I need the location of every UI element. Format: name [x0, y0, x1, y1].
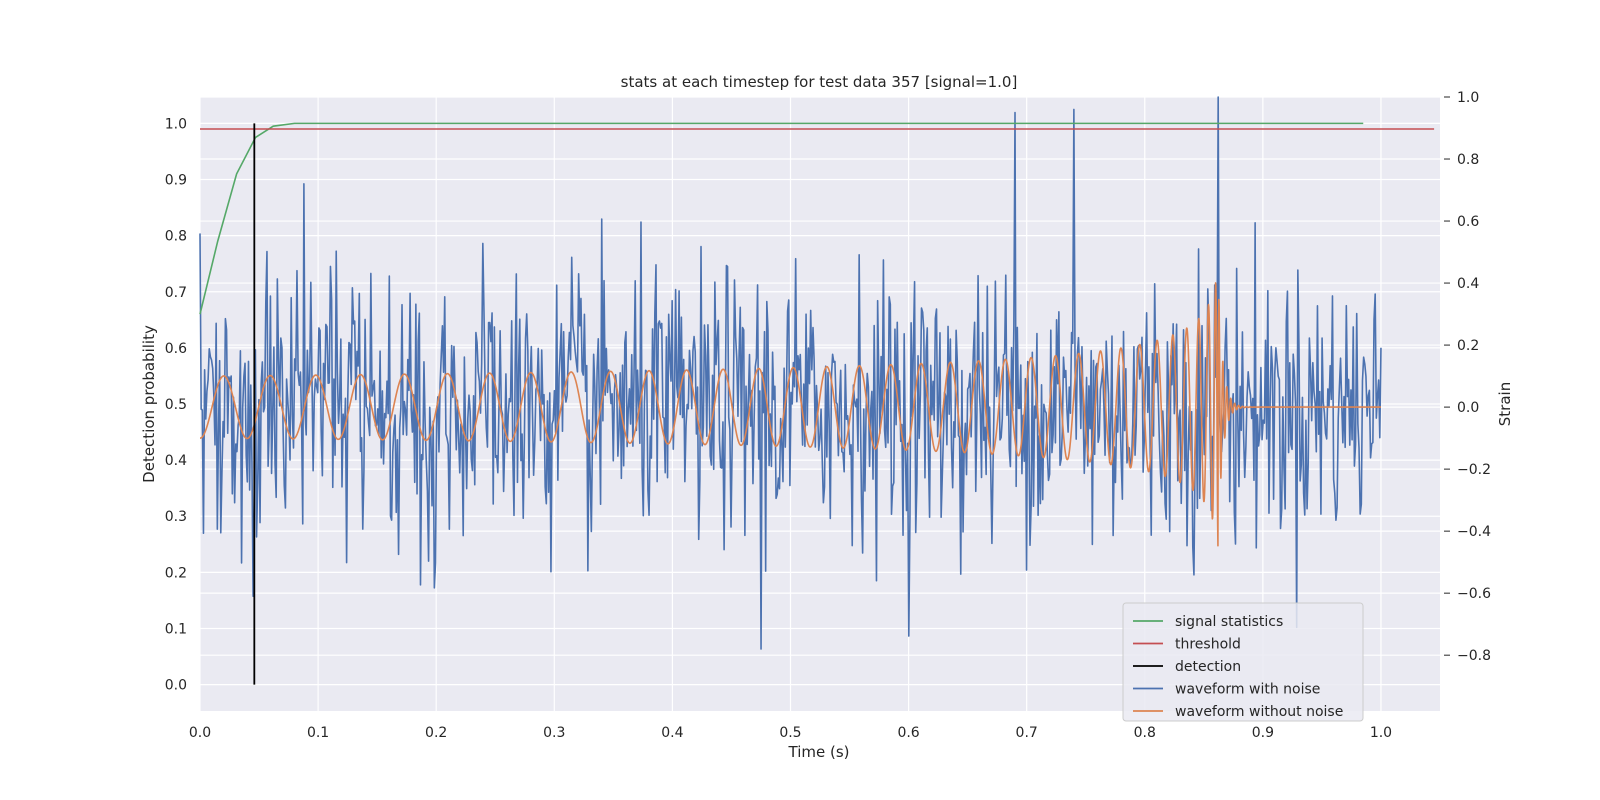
x-tick-label: 0.5	[779, 725, 801, 741]
x-tick-label: 0.0	[189, 725, 211, 741]
y-right-axis-ticks: −0.8 −0.6 −0.4 −0.2 0.0 0.2 0.4 0.6 0.8 1.0	[1444, 90, 1491, 664]
x-tick-label: 0.2	[425, 725, 447, 741]
y-right-axis-label: Strain	[1496, 382, 1514, 426]
x-tick-label: 0.4	[661, 725, 683, 741]
y-right-tick-label: 0.4	[1457, 276, 1479, 292]
legend-label: threshold	[1175, 637, 1241, 653]
legend: signal statistics threshold detection wavef…	[1122, 602, 1364, 722]
y-right-tick-label: −0.6	[1457, 586, 1491, 602]
y-right-tick-label: 1.0	[1457, 90, 1479, 106]
legend-label: waveform without noise	[1175, 704, 1343, 720]
y-right-tick-label: −0.8	[1457, 648, 1491, 664]
y-right-tick-label: 0.2	[1457, 338, 1479, 354]
series-waveform-without-noise	[199, 282, 1382, 547]
y-left-tick-label: 0.3	[165, 509, 187, 525]
y-right-tick-label: 0.0	[1457, 400, 1479, 416]
y-right-tick-label: −0.4	[1457, 524, 1491, 540]
x-tick-label: 0.1	[307, 725, 329, 741]
series-signal-statistics	[199, 122, 1364, 315]
y-right-tick-label: 0.8	[1457, 152, 1479, 168]
x-tick-label: 0.8	[1134, 725, 1156, 741]
x-tick-label: 0.7	[1016, 725, 1038, 741]
y-left-tick-label: 0.0	[165, 678, 187, 694]
y-left-tick-label: 0.1	[165, 621, 187, 637]
legend-label: waveform with noise	[1175, 682, 1320, 698]
x-axis-ticks: 0.0 0.1 0.2 0.3 0.4 0.5 0.6 0.7 0.8 0.9 1.0	[189, 725, 1392, 741]
x-tick-label: 1.0	[1370, 725, 1392, 741]
chart-title: stats at each timestep for test data 357…	[621, 73, 1018, 91]
y-right-tick-label: 0.6	[1457, 214, 1479, 230]
legend-label: signal statistics	[1175, 614, 1283, 630]
legend-box	[1122, 602, 1364, 722]
y-left-tick-label: 1.0	[165, 116, 187, 132]
x-axis-label: Time (s)	[788, 743, 850, 761]
y-left-tick-label: 0.7	[165, 285, 187, 301]
x-tick-label: 0.3	[543, 725, 565, 741]
y-left-tick-label: 0.6	[165, 341, 187, 357]
legend-label: detection	[1175, 659, 1241, 675]
y-left-tick-label: 0.8	[165, 229, 187, 245]
series-layer	[199, 96, 1435, 685]
y-right-tick-label: −0.2	[1457, 462, 1491, 478]
x-tick-label: 0.9	[1252, 725, 1274, 741]
y-left-tick-label: 0.4	[165, 453, 187, 469]
y-left-tick-label: 0.9	[165, 173, 187, 189]
y-left-axis-label: Detection probability	[140, 325, 158, 483]
x-tick-label: 0.6	[897, 725, 919, 741]
y-left-tick-label: 0.5	[165, 397, 187, 413]
y-left-tick-label: 0.2	[165, 565, 187, 581]
y-left-axis-ticks: 0.0 0.1 0.2 0.3 0.4 0.5 0.6 0.7 0.8 0.9 1.0	[165, 116, 187, 693]
